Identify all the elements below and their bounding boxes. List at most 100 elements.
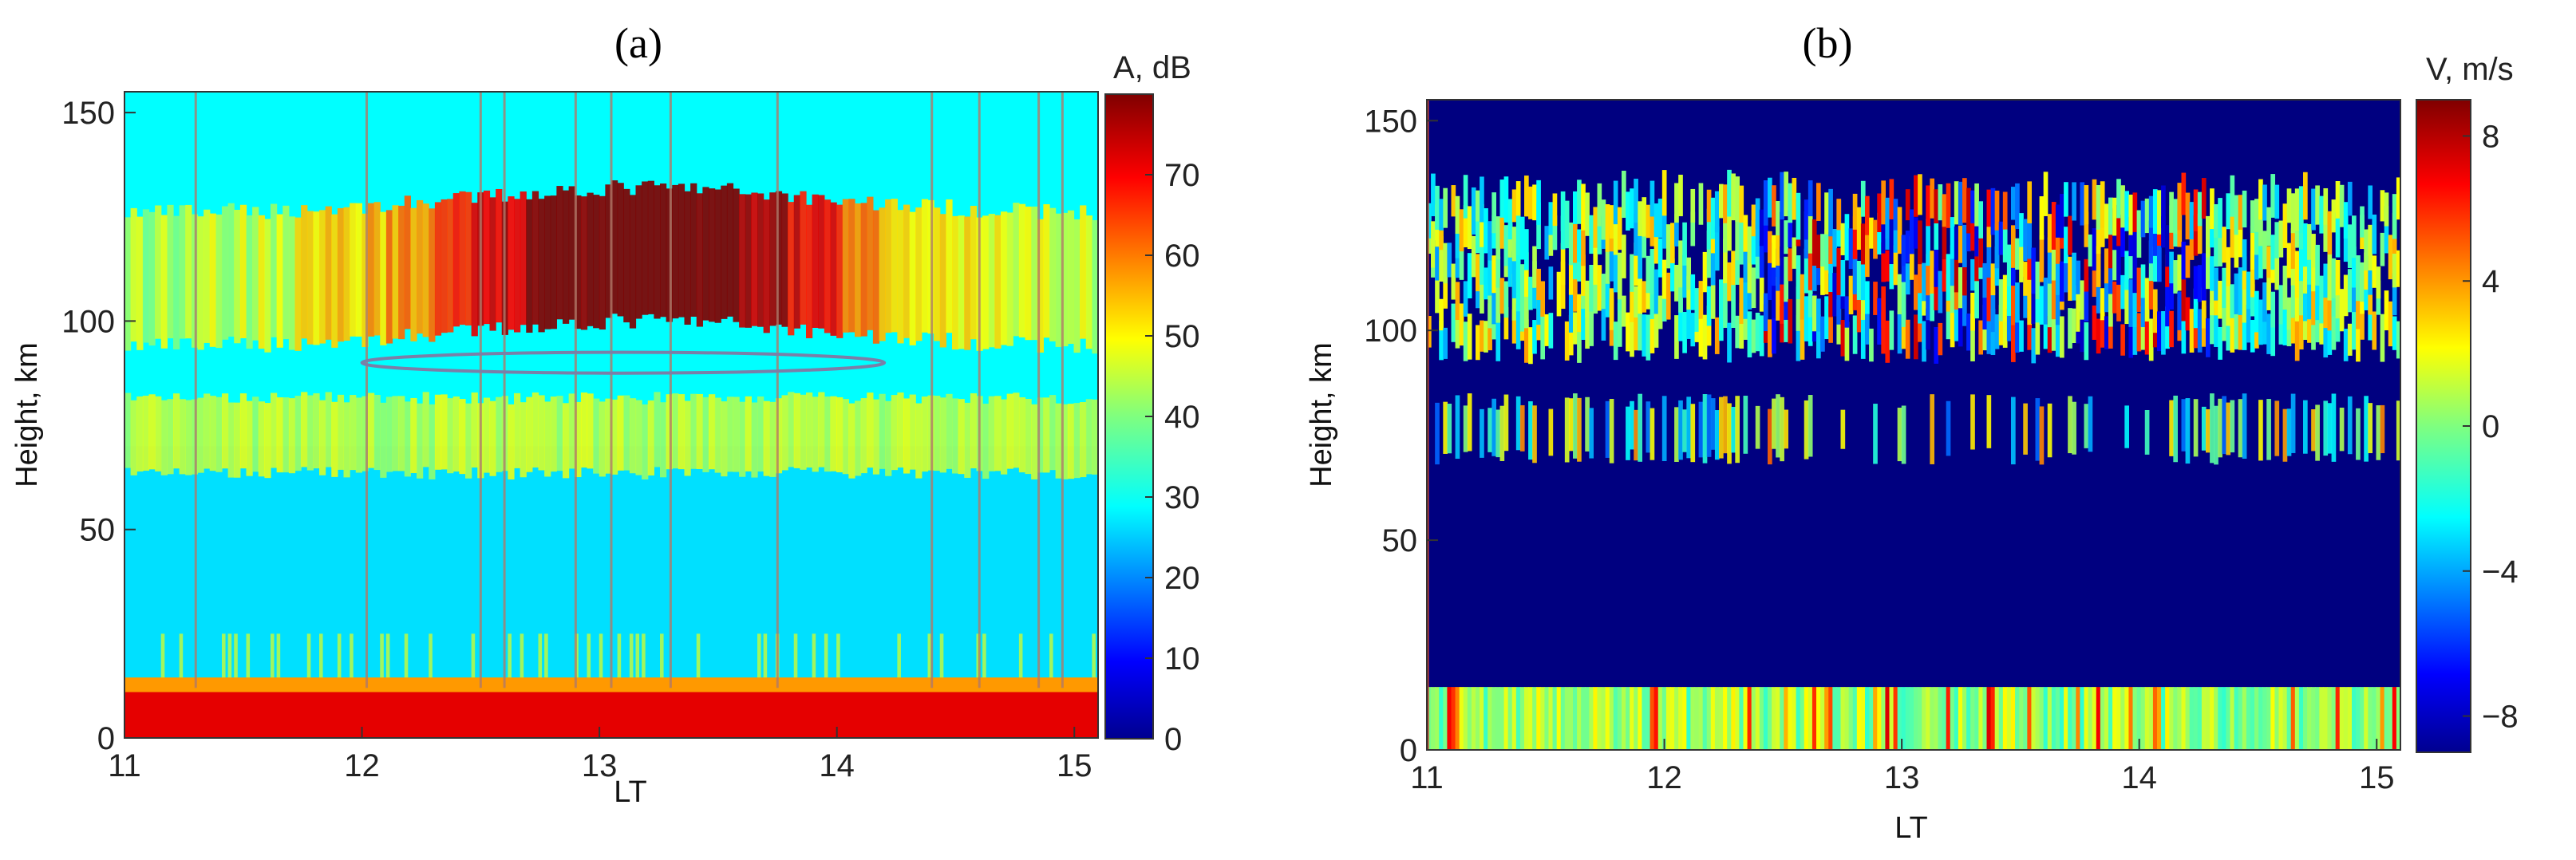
ground-cell: [1934, 687, 1939, 750]
upper-layer-cell: [1451, 303, 1456, 342]
upper-layer-cell: [2193, 215, 2199, 256]
upper-layer-cell: [531, 191, 539, 325]
upper-layer-cell: [1811, 219, 1817, 266]
lower-layer-cell: [666, 394, 673, 470]
ground-cell: [1585, 687, 1590, 750]
lower-layer-cell: [611, 399, 618, 475]
lower-layer-cell: [239, 393, 247, 469]
upper-layer-cell: [2254, 239, 2259, 280]
upper-layer-cell: [2250, 200, 2255, 234]
upper-layer-cell: [1990, 187, 1996, 235]
upper-layer-cell: [1990, 263, 1996, 296]
upper-layer-cell: [1950, 309, 1955, 348]
ground-cell: [1962, 687, 1967, 750]
upper-layer-cell: [2116, 179, 2121, 219]
upper-layer-cell: [337, 207, 345, 342]
upper-layer-cell: [2242, 256, 2247, 290]
upper-layer-cell: [2274, 222, 2280, 258]
upper-layer-cell: [1768, 262, 1772, 300]
upper-layer-cell: [2177, 291, 2183, 330]
lower-layer-cell: [1901, 405, 1906, 464]
upper-layer-cell: [2023, 276, 2028, 318]
upper-layer-cell: [1844, 214, 1850, 261]
ground-cell: [1568, 687, 1574, 750]
upper-layer-cell: [1901, 311, 1906, 349]
upper-layer-cell: [2047, 237, 2053, 284]
lower-layer-cell: [1443, 401, 1448, 454]
lower-layer-cell: [185, 400, 192, 475]
upper-layer-cell: [2169, 262, 2174, 310]
upper-layer-cell: [2092, 228, 2097, 271]
upper-layer-cell: [1926, 219, 1930, 266]
low-echo-cell: [337, 633, 342, 688]
lower-layer-cell: [939, 397, 946, 473]
upper-layer-cell: [1471, 187, 1476, 235]
ground-cell: [1824, 687, 1829, 750]
low-echo-cell: [836, 633, 840, 688]
upper-layer-cell: [2319, 195, 2325, 234]
upper-layer-cell: [2068, 308, 2072, 349]
upper-layer-cell: [1930, 276, 1935, 322]
upper-layer-cell: [818, 195, 825, 329]
lower-layer-cell: [124, 393, 132, 468]
x-tick-label: 12: [344, 748, 380, 783]
upper-layer-cell: [2068, 256, 2072, 301]
upper-layer-cell: [343, 207, 350, 341]
upper-layer-cell: [1682, 254, 1687, 298]
ground-cell: [1958, 687, 1963, 750]
ground-cell: [1581, 687, 1586, 750]
ground-cell: [1589, 687, 1594, 750]
ground-cell: [1735, 687, 1740, 750]
lower-layer-cell: [891, 395, 898, 471]
upper-layer-cell: [1905, 189, 1910, 221]
upper-layer-cell: [1674, 183, 1679, 223]
upper-layer-cell: [496, 188, 503, 323]
upper-layer-cell: [2396, 250, 2400, 287]
y-axis-title-a: Height, km: [10, 342, 44, 487]
ground-cell: [1642, 687, 1647, 750]
upper-layer-cell: [1739, 302, 1744, 349]
upper-layer-cell: [2108, 223, 2113, 269]
upper-layer-cell: [258, 215, 265, 349]
upper-layer-cell: [605, 184, 612, 318]
upper-layer-cell: [2218, 232, 2222, 266]
upper-layer-cell: [1528, 186, 1533, 219]
lower-layer-cell: [2218, 398, 2222, 458]
upper-layer-cell: [1877, 212, 1882, 254]
lower-layer-cell: [148, 394, 156, 470]
ground-cell: [1657, 687, 1663, 750]
upper-layer-cell: [2181, 316, 2187, 354]
upper-layer-cell: [1784, 256, 1789, 302]
lower-layer-cell: [373, 394, 381, 471]
upper-layer-cell: [2201, 253, 2207, 301]
upper-layer-cell: [2011, 225, 2016, 268]
upper-layer-cell: [452, 193, 460, 327]
annotation-ellipse: [360, 350, 887, 375]
upper-layer-cell: [2368, 280, 2373, 315]
ground-cell: [1698, 687, 1704, 750]
upper-layer-cell: [1881, 180, 1887, 225]
ground-cell: [2315, 687, 2320, 750]
upper-layer-cell: [2173, 260, 2179, 294]
colorbar-tick-label: 30: [1164, 480, 1200, 515]
upper-layer-cell: [1511, 251, 1517, 298]
upper-layer-cell: [2368, 296, 2373, 341]
upper-layer-cell: [1536, 179, 1541, 225]
ground-cell: [1439, 687, 1444, 750]
ground-cell: [1751, 687, 1756, 750]
upper-layer-cell: [234, 210, 241, 344]
lower-layer-cell: [879, 393, 886, 469]
upper-layer-cell: [897, 210, 904, 344]
upper-layer-cell: [2270, 314, 2276, 357]
upper-layer-cell: [313, 211, 320, 345]
upper-layer-cell: [1808, 309, 1813, 346]
upper-layer-cell: [1856, 261, 1862, 301]
lower-layer-cell: [1755, 405, 1760, 449]
y-tick-label: 150: [61, 96, 115, 131]
ground-cell: [2031, 687, 2037, 750]
upper-layer-cell: [1617, 252, 1622, 300]
low-echo-cell: [696, 633, 701, 688]
upper-layer-cell: [1678, 240, 1683, 288]
upper-layer-cell: [2262, 231, 2267, 270]
